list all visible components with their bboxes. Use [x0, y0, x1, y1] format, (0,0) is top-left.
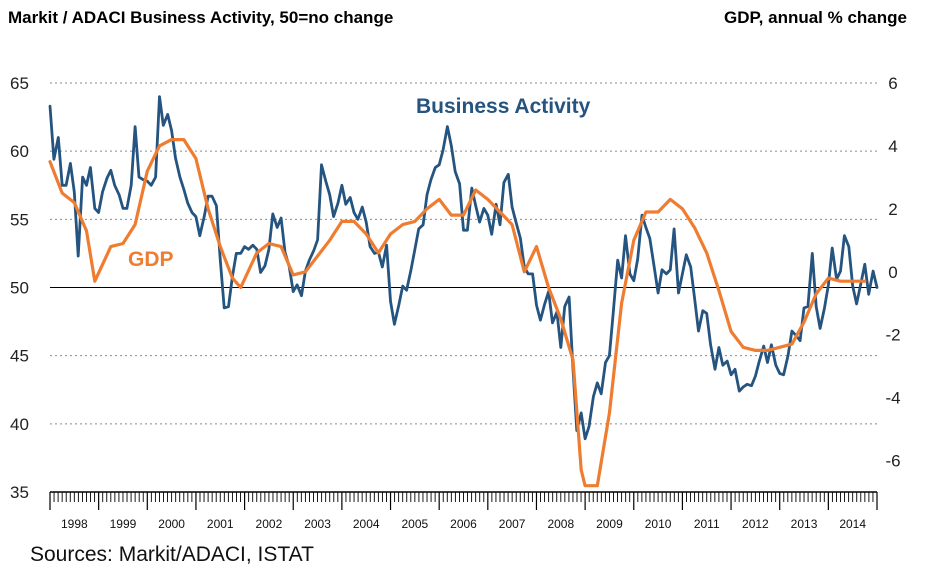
year-label: 1999: [110, 517, 137, 531]
right-tick-label: 0: [888, 263, 897, 282]
left-tick-label: 35: [10, 483, 29, 502]
year-label: 2000: [158, 517, 185, 531]
year-label: 2007: [499, 517, 526, 531]
right-axis-ticks: -6 -4 -2 0 2 4 6: [885, 74, 900, 471]
business-activity-series-line: [48, 95, 879, 441]
year-label: 2013: [791, 517, 818, 531]
year-label: 2006: [450, 517, 477, 531]
left-tick-label: 60: [10, 142, 29, 161]
year-label: 2005: [402, 517, 429, 531]
chart-title-left: Markit / ADACI Business Activity, 50=no …: [8, 8, 393, 27]
gdp-series-line: [48, 138, 867, 488]
year-label: 2004: [353, 517, 380, 531]
year-label: 2011: [694, 517, 720, 531]
year-label: 2002: [256, 517, 283, 531]
right-tick-label: -4: [885, 389, 900, 408]
year-label: 2003: [304, 517, 331, 531]
series-layer: [48, 95, 879, 488]
left-tick-label: 40: [10, 415, 29, 434]
source-note: Sources: Markit/ADACI, ISTAT: [30, 543, 314, 566]
business-activity-label: Business Activity: [416, 95, 591, 118]
year-label: 2009: [596, 517, 623, 531]
x-axis: [49, 491, 878, 510]
year-label: 1998: [61, 517, 88, 531]
left-tick-label: 55: [10, 210, 29, 229]
year-label: 2010: [645, 517, 672, 531]
year-label: 2008: [547, 517, 574, 531]
gridlines: [50, 82, 877, 425]
right-tick-label: -6: [885, 452, 900, 471]
left-tick-label: 65: [10, 74, 29, 93]
left-tick-label: 45: [10, 347, 29, 366]
right-tick-label: -2: [885, 326, 900, 345]
gdp-label: GDP: [128, 248, 174, 271]
left-axis-ticks: 35 40 45 50 55 60 65: [10, 74, 29, 502]
right-tick-label: 4: [888, 137, 897, 156]
year-label: 2014: [839, 517, 866, 531]
chart-title-right: GDP, annual % change: [724, 8, 907, 27]
x-axis-year-labels: 1998 1999 2000 2001 2002 2003 2004 2005 2006 2007…: [61, 517, 866, 531]
year-label: 2012: [742, 517, 769, 531]
right-tick-label: 6: [888, 74, 897, 93]
right-tick-label: 2: [888, 200, 897, 219]
left-tick-label: 50: [10, 279, 29, 298]
year-label: 2001: [207, 517, 234, 531]
